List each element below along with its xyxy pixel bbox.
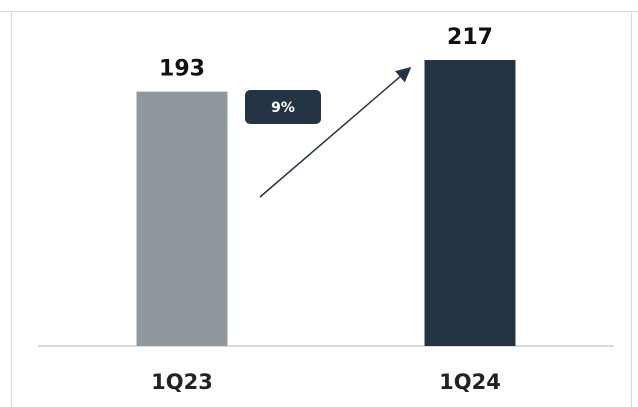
growth-badge-background <box>245 90 321 124</box>
frame-border-top <box>0 11 638 12</box>
category-label-1q23: 1Q23 <box>151 370 213 394</box>
growth-arrow <box>259 67 412 198</box>
growth-badge-label: 9% <box>271 100 295 116</box>
growth-badge: 9% <box>245 90 321 124</box>
frame-border-right <box>631 11 632 407</box>
frame-border-left <box>11 11 12 407</box>
value-label-1q24: 217 <box>447 25 493 50</box>
bar-1q23 <box>136 91 228 346</box>
bar-1q24 <box>424 60 516 346</box>
value-label-1q23: 193 <box>159 57 205 82</box>
category-label-1q24: 1Q24 <box>439 370 501 394</box>
